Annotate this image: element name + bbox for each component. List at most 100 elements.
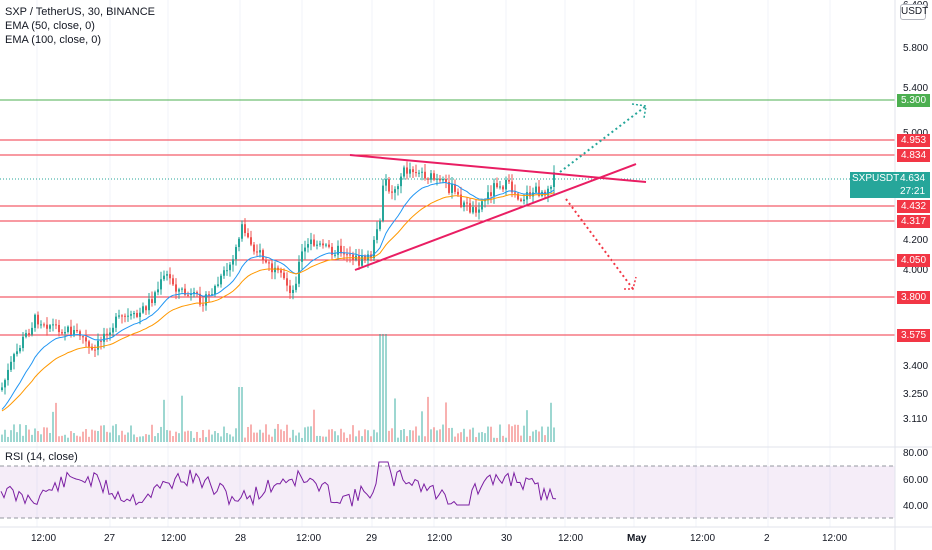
candle-body (505, 179, 507, 190)
level-tag-4317: 4.317 (897, 215, 930, 228)
price-axis[interactable]: 6.400 5.800 5.400 5.000 4.200 4.000 3.40… (894, 0, 928, 550)
candle-body (526, 192, 528, 200)
time-axis[interactable]: 12:00 27 12:00 28 12:00 29 12:00 30 12:0… (0, 526, 932, 544)
time-axis-label: 12:00 (558, 533, 583, 544)
time-axis-label: May (627, 533, 647, 544)
volume-bar (115, 424, 117, 442)
volume-bar (475, 437, 477, 442)
volume-bar (79, 436, 81, 442)
candle-body (403, 167, 405, 177)
volume-bar (175, 431, 177, 442)
volume-bar (400, 430, 402, 442)
volume-bar (511, 426, 513, 442)
candle-body (385, 179, 387, 186)
candle-body (178, 289, 180, 292)
volume-bar (538, 431, 540, 442)
candle-body (457, 191, 459, 195)
candle-body (394, 189, 396, 193)
candle-body (58, 324, 60, 333)
volume-bar (61, 435, 63, 442)
volume-bar (283, 431, 285, 442)
level-tag-4834: 4.834 (897, 149, 930, 162)
candle-body (481, 201, 483, 210)
volume-bar (415, 426, 417, 442)
candle-body (7, 369, 9, 381)
candle-body (13, 354, 15, 362)
ema100-legend: EMA (100, close, 0) (5, 34, 101, 46)
volume-bar (199, 437, 201, 442)
volume-bar (40, 434, 42, 442)
volume-bar (412, 430, 414, 442)
candle-body (271, 263, 273, 273)
volume-bar (13, 424, 15, 442)
volume-bar (316, 435, 318, 442)
candle-body (517, 193, 519, 200)
candle-body (514, 192, 516, 194)
candle-body (436, 178, 438, 180)
candle-body (469, 203, 471, 213)
volume-bar (403, 429, 405, 442)
candle-body (169, 274, 171, 279)
candle-body (196, 292, 198, 294)
volume-bar (160, 426, 162, 442)
candle-body (220, 275, 222, 285)
volume-bar (106, 431, 108, 442)
candle-body (283, 272, 285, 279)
time-axis-label: 29 (366, 533, 378, 544)
volume-bar (88, 436, 90, 442)
price-axis-label: 4.000 (903, 265, 928, 276)
volume-bar (502, 435, 504, 442)
candle-body (130, 314, 132, 316)
volume-bar (154, 436, 156, 442)
volume-bar (274, 428, 276, 442)
candle-body (103, 333, 105, 342)
volume-bar (196, 431, 198, 442)
volume-bar (46, 427, 48, 442)
candle-body (31, 327, 33, 335)
candle-body (268, 262, 270, 264)
candle-body (253, 244, 255, 252)
candle-body (67, 326, 69, 333)
volume-bar (436, 430, 438, 442)
candle-body (391, 191, 393, 193)
volume-bar (166, 430, 168, 442)
time-axis-label: 12:00 (427, 533, 452, 544)
candle-body (427, 178, 429, 180)
candle-body (199, 293, 201, 305)
volume-bar (493, 437, 495, 442)
volume-bar (142, 436, 144, 442)
time-axis-label: 12:00 (690, 533, 715, 544)
last-price-tag: SXPUSDT 4.634 27:21 (850, 172, 930, 198)
volume-bar (34, 428, 36, 442)
candle-body (460, 194, 462, 208)
candle-body (472, 207, 474, 213)
candle-body (415, 172, 417, 174)
candle-body (124, 315, 126, 317)
candle-body (265, 259, 267, 263)
volume-bar (544, 435, 546, 442)
currency-button[interactable]: USDT (900, 4, 928, 20)
volume-bar (37, 431, 39, 442)
candle-body (22, 336, 24, 349)
candle-body (229, 264, 231, 271)
volume-bar (376, 432, 378, 442)
candle-body (115, 316, 117, 328)
volume-bar (550, 402, 552, 442)
volume-bar (331, 429, 333, 442)
volume-bar (52, 411, 54, 442)
volume-bar (541, 426, 543, 442)
volume-bar (235, 428, 237, 442)
candle-body (316, 244, 318, 246)
candle-body (235, 247, 237, 260)
candle-body (94, 349, 96, 351)
candle-body (433, 173, 435, 180)
candle-body (19, 348, 21, 352)
volume-bar (127, 432, 129, 442)
volume-bar (280, 429, 282, 442)
candle-body (262, 250, 264, 260)
candle-body (373, 239, 375, 259)
volume-bar (328, 429, 330, 442)
symbol-title: SXP / TetherUS, 30, BINANCE (5, 6, 155, 18)
volume-bar (529, 435, 531, 442)
